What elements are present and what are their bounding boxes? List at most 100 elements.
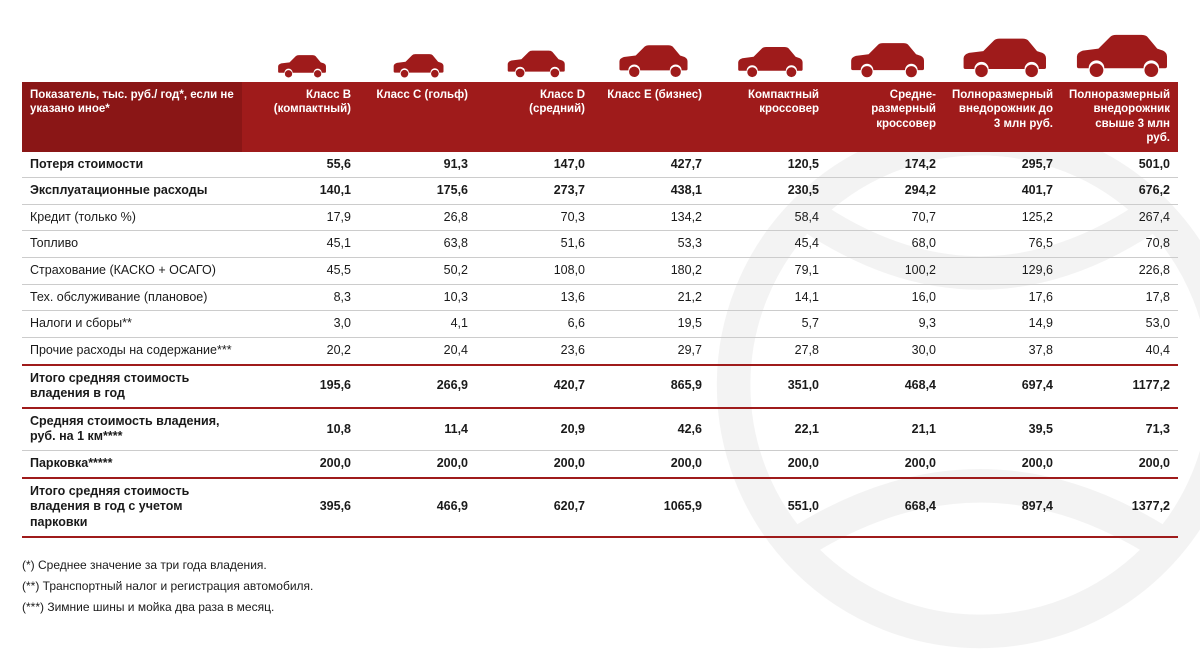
- footnote: (***) Зимние шины и мойка два раза в мес…: [22, 598, 1178, 617]
- cell-value: 55,6: [242, 152, 359, 178]
- cell-value: 267,4: [1061, 204, 1178, 231]
- row-label: Прочие расходы на содержание***: [22, 337, 242, 364]
- cell-value: 865,9: [593, 365, 710, 408]
- cell-value: 30,0: [827, 337, 944, 364]
- cell-value: 50,2: [359, 258, 476, 285]
- cell-value: 20,2: [242, 337, 359, 364]
- cell-value: 40,4: [1061, 337, 1178, 364]
- cell-value: 45,1: [242, 231, 359, 258]
- table-body: Потеря стоимости55,691,3147,0427,7120,51…: [22, 152, 1178, 537]
- cell-value: 17,8: [1061, 284, 1178, 311]
- cell-value: 200,0: [476, 451, 593, 478]
- car-silhouette-icon: [359, 18, 476, 78]
- cell-value: 17,6: [944, 284, 1061, 311]
- cell-value: 1177,2: [1061, 365, 1178, 408]
- table-row: Итого средняя стоимость владения в год с…: [22, 478, 1178, 537]
- cell-value: 200,0: [359, 451, 476, 478]
- cell-value: 273,7: [476, 178, 593, 205]
- cell-value: 51,6: [476, 231, 593, 258]
- cell-value: 76,5: [944, 231, 1061, 258]
- cell-value: 697,4: [944, 365, 1061, 408]
- car-silhouette-icon: [827, 18, 944, 78]
- cell-value: 226,8: [1061, 258, 1178, 285]
- cell-value: 200,0: [710, 451, 827, 478]
- cell-value: 200,0: [827, 451, 944, 478]
- cell-value: 295,7: [944, 152, 1061, 178]
- row-label: Итого средняя стоимость владения в год с…: [22, 478, 242, 537]
- cell-value: 175,6: [359, 178, 476, 205]
- car-icon-row: [22, 18, 1178, 78]
- cell-value: 63,8: [359, 231, 476, 258]
- cell-value: 120,5: [710, 152, 827, 178]
- row-label: Средняя стоимость владения, руб. на 1 км…: [22, 408, 242, 451]
- cell-value: 23,6: [476, 337, 593, 364]
- cell-value: 27,8: [710, 337, 827, 364]
- col-header: Полноразмерный внедорожник свыше 3 млн р…: [1061, 82, 1178, 152]
- row-label: Потеря стоимости: [22, 152, 242, 178]
- col-header: Полноразмерный внедорожник до 3 млн руб.: [944, 82, 1061, 152]
- cell-value: 45,5: [242, 258, 359, 285]
- cell-value: 29,7: [593, 337, 710, 364]
- cell-value: 53,3: [593, 231, 710, 258]
- car-silhouette-icon: [710, 18, 827, 78]
- cell-value: 676,2: [1061, 178, 1178, 205]
- cell-value: 468,4: [827, 365, 944, 408]
- row-label: Эксплуатационные расходы: [22, 178, 242, 205]
- cell-value: 668,4: [827, 478, 944, 537]
- cell-value: 134,2: [593, 204, 710, 231]
- cell-value: 79,1: [710, 258, 827, 285]
- row-label: Тех. обслуживание (плановое): [22, 284, 242, 311]
- cell-value: 501,0: [1061, 152, 1178, 178]
- table-row: Итого средняя стоимость владения в год19…: [22, 365, 1178, 408]
- row-label: Топливо: [22, 231, 242, 258]
- table-header: Показатель, тыс. руб./ год*, если не ука…: [22, 82, 1178, 152]
- cell-value: 620,7: [476, 478, 593, 537]
- cell-value: 16,0: [827, 284, 944, 311]
- car-silhouette-icon: [242, 18, 359, 78]
- footnote: (*) Среднее значение за три года владени…: [22, 556, 1178, 575]
- cell-value: 5,7: [710, 311, 827, 338]
- cell-value: 3,0: [242, 311, 359, 338]
- table-row: Средняя стоимость владения, руб. на 1 км…: [22, 408, 1178, 451]
- cell-value: 180,2: [593, 258, 710, 285]
- cell-value: 20,9: [476, 408, 593, 451]
- cell-value: 10,8: [242, 408, 359, 451]
- col-header: Класс C (гольф): [359, 82, 476, 152]
- cell-value: 10,3: [359, 284, 476, 311]
- cell-value: 1065,9: [593, 478, 710, 537]
- cell-value: 401,7: [944, 178, 1061, 205]
- cell-value: 174,2: [827, 152, 944, 178]
- cell-value: 147,0: [476, 152, 593, 178]
- cell-value: 125,2: [944, 204, 1061, 231]
- cell-value: 200,0: [593, 451, 710, 478]
- cell-value: 108,0: [476, 258, 593, 285]
- table-row: Парковка*****200,0200,0200,0200,0200,020…: [22, 451, 1178, 478]
- cell-value: 351,0: [710, 365, 827, 408]
- cell-value: 70,3: [476, 204, 593, 231]
- cell-value: 466,9: [359, 478, 476, 537]
- cell-value: 71,3: [1061, 408, 1178, 451]
- cell-value: 11,4: [359, 408, 476, 451]
- cell-value: 68,0: [827, 231, 944, 258]
- cell-value: 100,2: [827, 258, 944, 285]
- cell-value: 200,0: [1061, 451, 1178, 478]
- cell-value: 14,1: [710, 284, 827, 311]
- table-row: Прочие расходы на содержание***20,220,42…: [22, 337, 1178, 364]
- cell-value: 438,1: [593, 178, 710, 205]
- col-header: Компактный кроссовер: [710, 82, 827, 152]
- cell-value: 37,8: [944, 337, 1061, 364]
- row-label: Кредит (только %): [22, 204, 242, 231]
- cell-value: 6,6: [476, 311, 593, 338]
- col-header: Средне-размерный кроссовер: [827, 82, 944, 152]
- cell-value: 9,3: [827, 311, 944, 338]
- cell-value: 294,2: [827, 178, 944, 205]
- cell-value: 91,3: [359, 152, 476, 178]
- row-label: Итого средняя стоимость владения в год: [22, 365, 242, 408]
- table-row: Налоги и сборы**3,04,16,619,55,79,314,95…: [22, 311, 1178, 338]
- table-row: Эксплуатационные расходы140,1175,6273,74…: [22, 178, 1178, 205]
- col-header: Класс E (бизнес): [593, 82, 710, 152]
- cell-value: 140,1: [242, 178, 359, 205]
- car-silhouette-icon: [476, 18, 593, 78]
- cell-value: 129,6: [944, 258, 1061, 285]
- cell-value: 42,6: [593, 408, 710, 451]
